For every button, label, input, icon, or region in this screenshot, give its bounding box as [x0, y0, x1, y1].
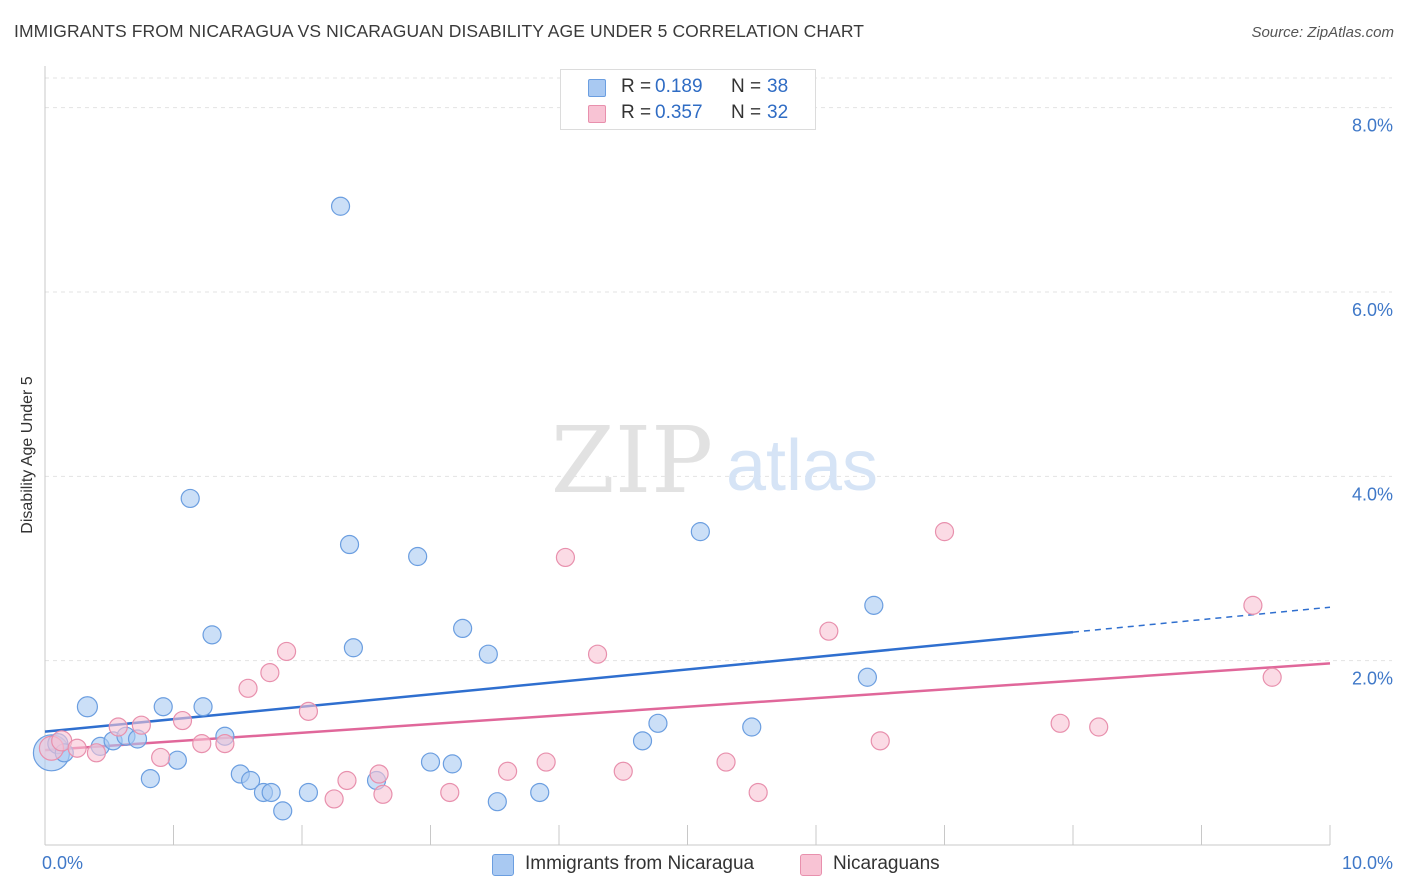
point-nicaraguans — [870, 731, 890, 751]
y-tick-label: 8.0% — [1352, 116, 1393, 136]
point-immigrants — [298, 782, 319, 803]
chart-source: Source: ZipAtlas.com — [1251, 24, 1394, 41]
axis-layer — [44, 66, 1331, 846]
n-label: N = — [731, 102, 762, 123]
watermark-zip: ZIP — [551, 407, 713, 514]
point-nicaraguans — [555, 547, 576, 568]
grid-layer — [45, 77, 1392, 662]
point-nicaraguans — [298, 701, 319, 721]
chart-title: IMMIGRANTS FROM NICARAGUA VS NICARAGUAN … — [14, 21, 865, 41]
n-label: N = — [731, 76, 762, 97]
legend-label: Nicaraguans — [833, 853, 940, 874]
n-value: 32 — [767, 102, 789, 123]
point-nicaraguans — [1262, 667, 1282, 687]
point-immigrants — [140, 769, 160, 789]
point-immigrants — [478, 644, 498, 664]
point-nicaraguans — [151, 747, 171, 768]
point-nicaraguans — [498, 761, 518, 781]
point-immigrants — [487, 792, 507, 812]
point-immigrants — [442, 754, 462, 774]
y-tick-label: 6.0% — [1352, 300, 1393, 320]
y-tick-label: 2.0% — [1352, 669, 1393, 689]
point-immigrants — [180, 488, 200, 509]
y-tick-label: 4.0% — [1352, 484, 1393, 504]
point-immigrants — [530, 782, 550, 803]
legend-swatch-blue — [492, 854, 514, 876]
point-nicaraguans — [324, 789, 344, 809]
point-immigrants — [632, 731, 653, 751]
point-nicaraguans — [748, 782, 768, 803]
r-value: 0.189 — [655, 76, 703, 97]
legend-swatch-pink — [800, 854, 822, 876]
point-immigrants — [153, 697, 173, 717]
point-nicaraguans — [108, 717, 128, 737]
point-nicaraguans — [192, 734, 212, 754]
point-nicaraguans — [1243, 595, 1263, 615]
trendline-immigrants — [44, 630, 1074, 733]
point-nicaraguans — [276, 641, 297, 662]
trend-layer — [44, 606, 1331, 752]
stats-row-pink: R = 0.357 N = 32 — [561, 101, 815, 129]
point-immigrants — [261, 782, 281, 803]
point-nicaraguans — [238, 678, 258, 698]
x-tick-label: 0.0% — [42, 853, 83, 873]
point-immigrants — [76, 696, 99, 718]
chart-legend: Immigrants from Nicaragua Nicaraguans — [0, 851, 1406, 879]
point-nicaraguans — [1050, 713, 1070, 733]
point-nicaraguans — [716, 752, 736, 772]
point-nicaraguans — [1089, 717, 1109, 737]
stats-row-blue: R = 0.189 N = 38 — [561, 75, 815, 103]
point-nicaraguans — [67, 738, 87, 758]
point-immigrants — [167, 750, 187, 770]
point-nicaraguans — [369, 764, 389, 784]
point-nicaraguans — [172, 710, 193, 731]
points-layer — [32, 196, 1282, 821]
point-immigrants — [339, 534, 360, 555]
r-label: R = — [621, 76, 652, 97]
point-immigrants — [202, 625, 222, 645]
point-immigrants — [864, 595, 884, 615]
point-immigrants — [420, 752, 441, 772]
point-nicaraguans — [86, 743, 107, 763]
point-immigrants — [343, 638, 363, 658]
point-immigrants — [408, 546, 428, 567]
point-nicaraguans — [613, 761, 633, 781]
point-nicaraguans — [819, 621, 839, 641]
point-immigrants — [857, 667, 878, 687]
point-immigrants — [648, 713, 668, 733]
stats-box: R = 0.189 N = 38 R = 0.357 N = 32 — [560, 69, 816, 130]
n-value: 38 — [767, 76, 789, 97]
point-immigrants — [193, 697, 213, 717]
point-immigrants — [241, 770, 261, 791]
point-nicaraguans — [260, 663, 280, 683]
point-immigrants — [742, 717, 762, 737]
point-nicaraguans — [337, 770, 357, 791]
watermark-atlas: atlas — [726, 426, 878, 506]
point-immigrants — [330, 196, 351, 216]
tick-label-layer: 2.0% 4.0% 6.0% 8.0% 0.0% 10.0% — [42, 116, 1393, 873]
x-tick-label: 10.0% — [1342, 853, 1393, 873]
r-label: R = — [621, 102, 652, 123]
stats-swatch-blue — [588, 79, 606, 97]
watermark: ZIP atlas — [551, 407, 878, 514]
stats-swatch-pink — [588, 105, 606, 123]
point-immigrants — [273, 801, 293, 821]
trendline-nicaraguans — [44, 662, 1331, 752]
point-immigrants — [453, 618, 473, 639]
point-nicaraguans — [131, 715, 151, 735]
point-nicaraguans — [373, 784, 393, 804]
legend-label: Immigrants from Nicaragua — [525, 853, 755, 874]
point-nicaraguans — [536, 752, 556, 772]
point-nicaraguans — [215, 734, 235, 754]
point-nicaraguans — [934, 522, 955, 542]
point-immigrants — [690, 522, 710, 542]
point-nicaraguans — [587, 644, 608, 664]
point-nicaraguans — [440, 782, 460, 803]
trendline-extension — [1072, 606, 1331, 633]
r-value: 0.357 — [655, 102, 703, 123]
